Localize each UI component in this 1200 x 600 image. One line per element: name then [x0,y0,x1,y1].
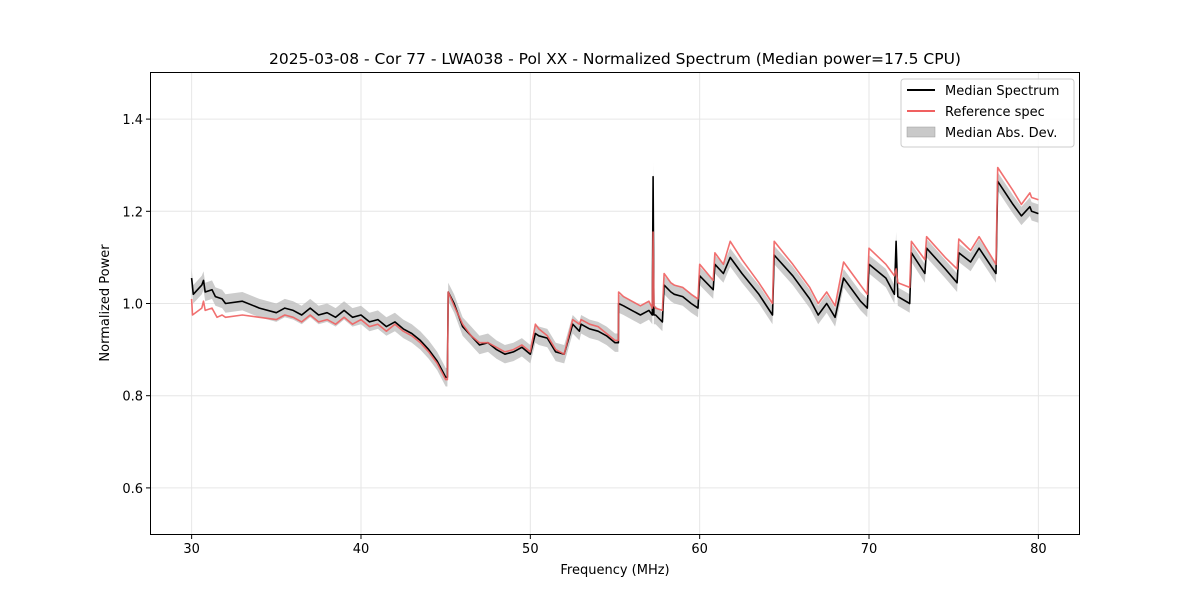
legend-label-median: Median Spectrum [945,84,1059,99]
y-tick-label: 0.6 [122,482,143,497]
legend-swatch-mad [906,126,936,138]
legend-box [900,78,1075,148]
y-tick-label: 1.2 [122,205,143,220]
grid [151,73,1079,534]
median-spectrum-line [190,175,1039,379]
x-tick-label: 30 [183,542,200,557]
x-axis: 30 40 50 60 70 80 [183,534,1047,557]
chart-title: 2025-03-08 - Cor 77 - LWA038 - Pol XX - … [269,50,961,68]
x-tick-label: 40 [353,542,370,557]
y-tick-label: 1.0 [122,298,143,313]
y-tick-label: 0.8 [122,390,143,405]
x-tick-label: 60 [691,542,708,557]
x-tick-label: 50 [522,542,539,557]
x-axis-label: Frequency (MHz) [560,563,669,578]
reference-spec-line [190,166,1039,381]
y-axis-label: Normalized Power [98,244,113,362]
legend-label-reference: Reference spec [945,105,1045,120]
x-tick-label: 80 [1030,542,1047,557]
y-tick-label: 1.4 [122,113,143,128]
legend: Median Spectrum Reference spec Median Ab… [900,78,1075,148]
x-tick-label: 70 [861,542,878,557]
y-axis: 0.6 0.8 1.0 1.2 1.4 [122,113,151,497]
series-lines [190,166,1039,381]
legend-label-mad: Median Abs. Dev. [945,126,1057,141]
